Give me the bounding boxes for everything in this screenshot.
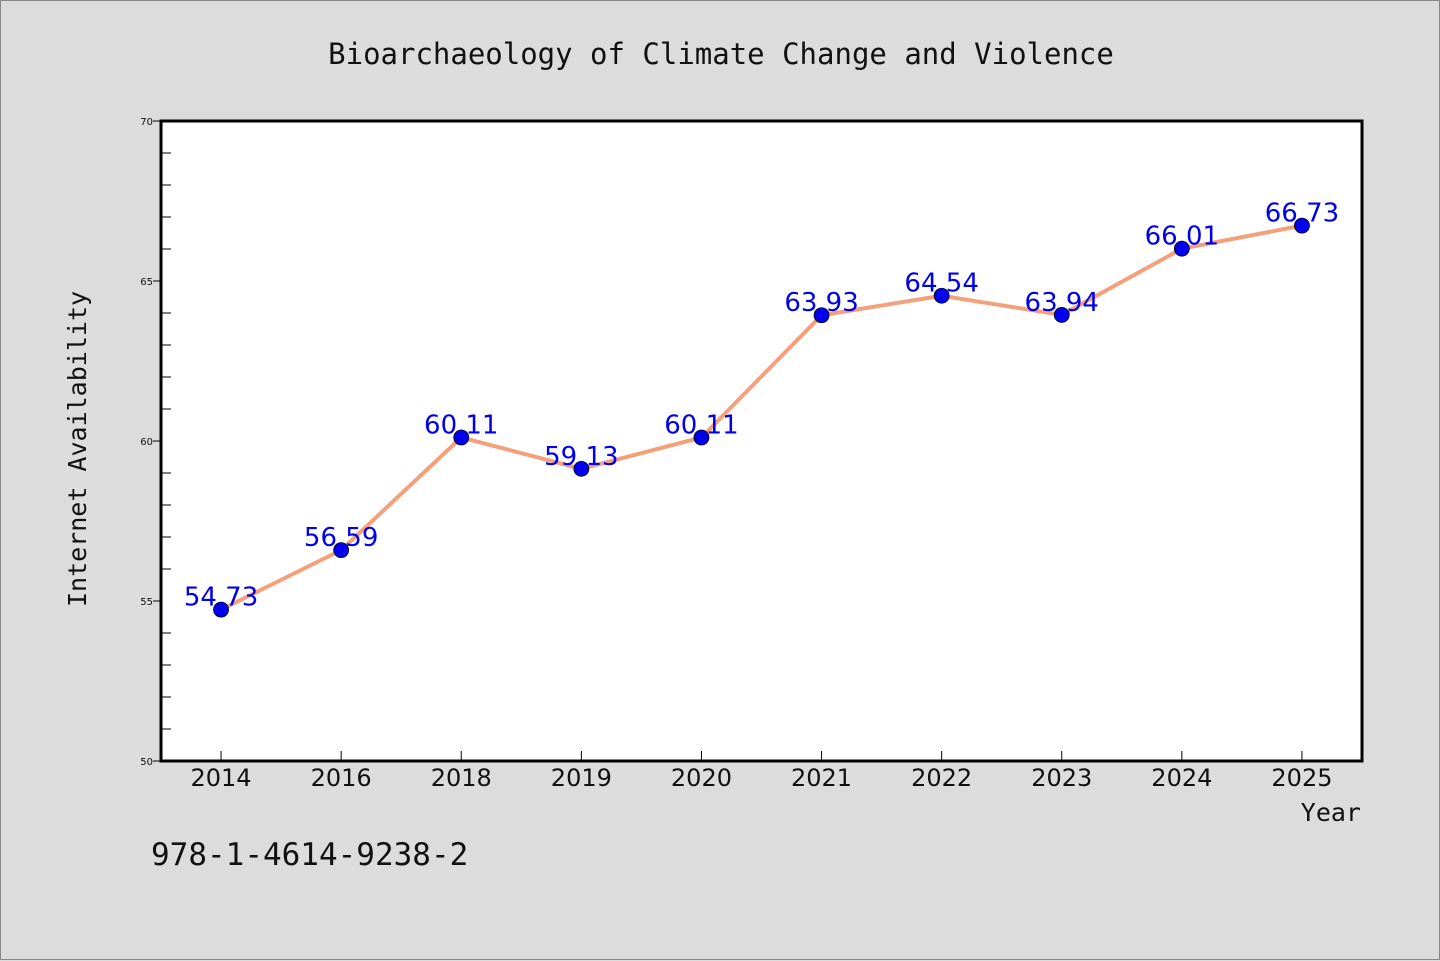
y-tick-label: 55 — [140, 597, 153, 608]
data-label: 63.93 — [784, 288, 858, 318]
data-label: 60.11 — [424, 410, 498, 440]
data-point — [933, 287, 950, 304]
data-point — [1053, 307, 1070, 323]
plot-area — [159, 119, 1364, 763]
data-label: 63.94 — [1025, 288, 1099, 318]
data-label: 64.54 — [904, 269, 978, 299]
data-label: 66.73 — [1265, 199, 1339, 229]
x-tick-label: 2020 — [671, 764, 732, 792]
x-tick-label: 2025 — [1271, 764, 1332, 792]
isbn-text: 978-1-4614-9238-2 — [151, 837, 468, 873]
data-point — [453, 429, 470, 446]
x-tick-label: 2018 — [431, 764, 492, 792]
data-point — [573, 460, 590, 477]
x-axis: 2014 2016 2018 2019 2020 2021 2022 2023 2024 2025 — [191, 751, 1332, 792]
y-tick-label: 70 — [140, 117, 153, 128]
data-markers — [213, 217, 1310, 618]
data-labels: 54.73 56.59 60.11 59.13 60.11 63.93 64.54 63.94… — [184, 199, 1339, 613]
data-label: 54.73 — [184, 583, 258, 613]
data-point — [813, 307, 830, 324]
y-tick-label: 60 — [140, 437, 153, 448]
y-tick-label: 50 — [140, 757, 153, 768]
data-point — [1294, 217, 1310, 234]
data-point — [333, 542, 350, 559]
series-line — [220, 223, 1303, 612]
x-tick-label: 2014 — [191, 764, 252, 792]
x-tick-label: 2024 — [1151, 764, 1212, 792]
chart-title: Bioarchaeology of Climate Change and Vio… — [328, 37, 1114, 71]
x-tick-label: 2019 — [551, 764, 612, 792]
y-axis: 50 55 60 65 70 — [140, 117, 171, 768]
y-tick-label: 65 — [140, 277, 153, 288]
x-axis-label: Year — [1301, 798, 1361, 827]
data-label: 60.11 — [664, 410, 738, 440]
x-tick-label: 2023 — [1031, 764, 1092, 792]
data-point — [1173, 240, 1190, 257]
data-point — [213, 601, 229, 618]
x-tick-label: 2016 — [311, 764, 372, 792]
y-axis-label: Internet Availability — [63, 291, 92, 607]
data-point — [693, 429, 710, 446]
x-tick-label: 2021 — [791, 764, 852, 792]
data-label: 56.59 — [304, 523, 378, 553]
data-label: 59.13 — [544, 442, 618, 472]
data-label: 66.01 — [1145, 222, 1219, 252]
x-tick-label: 2022 — [911, 764, 972, 792]
